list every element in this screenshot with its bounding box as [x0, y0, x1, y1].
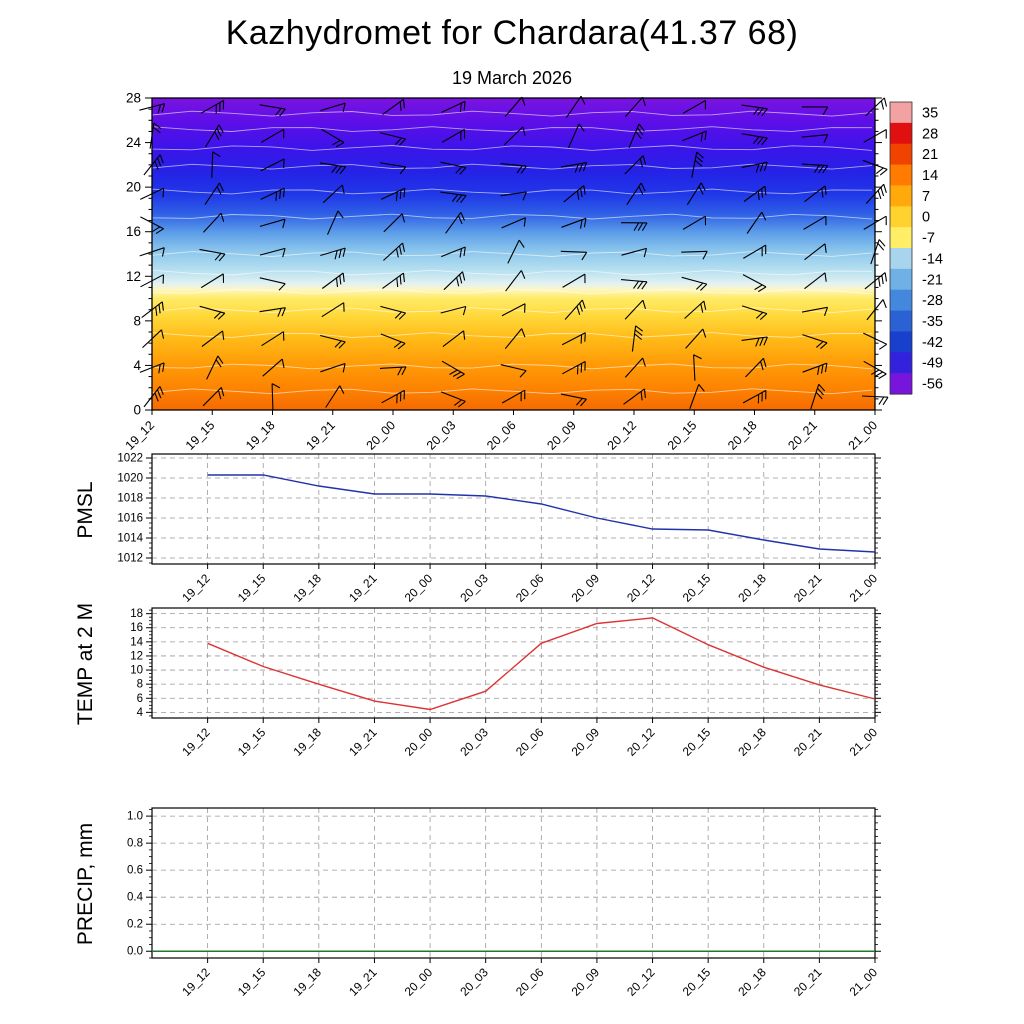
svg-text:19_21: 19_21: [346, 725, 380, 759]
svg-text:14: 14: [922, 168, 938, 184]
svg-text:19_15: 19_15: [235, 965, 269, 999]
svg-text:1012: 1012: [117, 553, 143, 565]
svg-text:8: 8: [133, 313, 141, 328]
svg-text:12: 12: [130, 650, 143, 662]
svg-text:1022: 1022: [117, 453, 143, 465]
date-subtitle: 19 March 2026: [451, 68, 573, 88]
svg-text:19_12: 19_12: [179, 725, 213, 759]
svg-text:20_00: 20_00: [402, 725, 436, 759]
svg-text:6: 6: [137, 693, 143, 705]
svg-text:-21: -21: [922, 272, 943, 288]
svg-text:0.4: 0.4: [127, 892, 144, 904]
svg-text:4: 4: [133, 358, 141, 373]
svg-text:1020: 1020: [117, 473, 143, 485]
svg-text:18: 18: [130, 608, 143, 620]
svg-text:14: 14: [130, 636, 143, 648]
svg-text:28: 28: [126, 91, 141, 106]
svg-text:-56: -56: [922, 377, 943, 393]
svg-text:35: 35: [922, 105, 938, 121]
svg-text:21: 21: [922, 147, 938, 163]
svg-text:1016: 1016: [117, 513, 143, 525]
svg-text:8: 8: [137, 679, 143, 691]
svg-text:28: 28: [922, 126, 938, 142]
svg-text:0: 0: [922, 210, 930, 226]
svg-text:20_06: 20_06: [513, 965, 547, 999]
svg-text:19_21: 19_21: [346, 965, 380, 999]
svg-text:20_21: 20_21: [791, 965, 825, 999]
svg-text:20_06: 20_06: [513, 725, 547, 759]
svg-text:7: 7: [922, 189, 930, 205]
svg-text:20_18: 20_18: [735, 725, 769, 759]
svg-text:20_12: 20_12: [624, 725, 658, 759]
page-title: Kazhydromet for Chardara(41.37 68): [225, 14, 799, 52]
svg-text:16: 16: [126, 224, 141, 239]
svg-text:0.0: 0.0: [127, 946, 143, 958]
svg-text:0.6: 0.6: [127, 865, 143, 877]
svg-text:20_00: 20_00: [402, 965, 436, 999]
svg-text:20_21: 20_21: [791, 725, 825, 759]
svg-text:19_15: 19_15: [235, 725, 269, 759]
svg-text:20_15: 20_15: [680, 725, 714, 759]
svg-text:1.0: 1.0: [127, 811, 143, 823]
svg-text:20_15: 20_15: [680, 965, 714, 999]
svg-text:0: 0: [133, 403, 141, 418]
svg-text:20: 20: [126, 180, 141, 195]
svg-text:0.8: 0.8: [127, 838, 143, 850]
svg-text:10: 10: [130, 665, 143, 677]
svg-text:-7: -7: [922, 231, 935, 247]
precip-chart: 0.0 0.2 0.4 0.6 0.8 1.0 19_12 19_15 19_18 19_21 20…: [127, 807, 881, 999]
svg-text:20_18: 20_18: [735, 965, 769, 999]
svg-text:4: 4: [137, 707, 144, 719]
svg-text:20_12: 20_12: [624, 965, 658, 999]
svg-text:19_18: 19_18: [290, 965, 324, 999]
svg-text:16: 16: [130, 622, 143, 634]
temp-chart: 4 6 8 10 12 14 16 18 19_12 19_15 19_18 19_21 20_00 20…: [130, 607, 881, 759]
svg-text:20_09: 20_09: [569, 725, 603, 759]
svg-text:1014: 1014: [117, 533, 143, 545]
svg-text:19_12: 19_12: [179, 965, 213, 999]
svg-text:20_03: 20_03: [457, 965, 491, 999]
svg-text:-28: -28: [922, 293, 943, 309]
svg-text:19_18: 19_18: [290, 725, 324, 759]
svg-text:21_00: 21_00: [847, 965, 881, 999]
svg-text:20_03: 20_03: [457, 725, 491, 759]
svg-text:1018: 1018: [117, 493, 143, 505]
svg-text:21_00: 21_00: [847, 725, 881, 759]
svg-text:-35: -35: [922, 314, 943, 330]
svg-text:-42: -42: [922, 335, 943, 351]
svg-text:12: 12: [126, 269, 141, 284]
svg-text:20_09: 20_09: [569, 965, 603, 999]
svg-text:-49: -49: [922, 356, 943, 372]
svg-text:-14: -14: [922, 251, 943, 267]
svg-text:24: 24: [126, 135, 142, 150]
svg-text:0.2: 0.2: [127, 919, 143, 931]
